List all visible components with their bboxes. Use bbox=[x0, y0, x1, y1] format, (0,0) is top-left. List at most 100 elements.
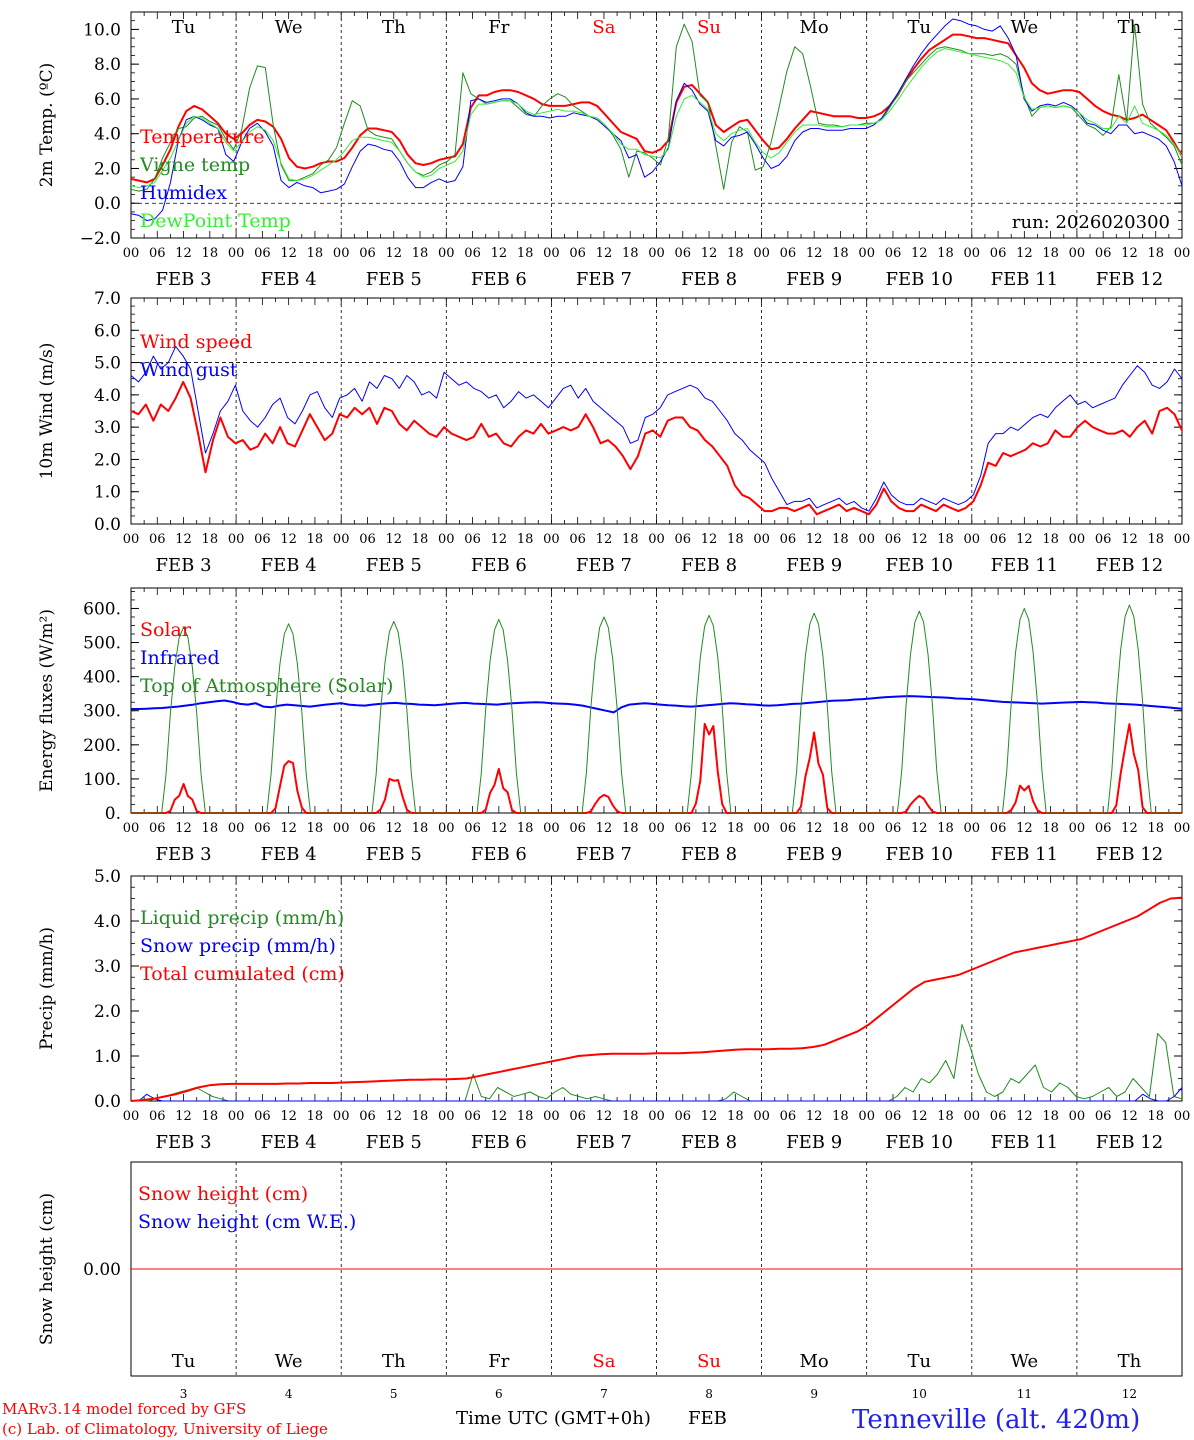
hour-label: 18 bbox=[202, 1109, 219, 1124]
hour-label: 06 bbox=[1095, 1109, 1112, 1124]
y-tick-label: 0.0 bbox=[94, 194, 121, 214]
date-label: FEB 4 bbox=[261, 269, 317, 290]
legend-entry: Snow height (cm W.E.) bbox=[138, 1211, 356, 1233]
hour-label: 12 bbox=[491, 532, 508, 547]
day-name: Sa bbox=[592, 17, 615, 38]
series-line-snow-precip-mm-h- bbox=[131, 1087, 1183, 1102]
series-line-top-of-atmosphere-solar- bbox=[131, 604, 1182, 814]
legend-entry: Wind gust bbox=[140, 359, 238, 381]
station-title: Tenneville (alt. 420m) bbox=[852, 1405, 1140, 1435]
date-label: FEB 10 bbox=[886, 555, 953, 576]
date-label: FEB 11 bbox=[991, 555, 1058, 576]
legend-entry: Total cumulated (cm) bbox=[140, 963, 345, 985]
hour-label: 00 bbox=[543, 821, 560, 836]
hour-label: 06 bbox=[990, 821, 1007, 836]
date-label: FEB 3 bbox=[156, 1132, 212, 1153]
hour-label: 18 bbox=[412, 246, 429, 261]
date-label: FEB 8 bbox=[681, 844, 737, 865]
hour-label: 12 bbox=[175, 532, 192, 547]
hour-label: 18 bbox=[727, 1109, 744, 1124]
hour-label: 06 bbox=[885, 1109, 902, 1124]
hour-label: 06 bbox=[780, 821, 797, 836]
legend-entry: Infrared bbox=[140, 647, 220, 669]
hour-label: 00 bbox=[964, 246, 981, 261]
y-tick-label: 4.0 bbox=[94, 912, 121, 932]
date-label: FEB 10 bbox=[886, 844, 953, 865]
date-label: FEB 11 bbox=[991, 844, 1058, 865]
hour-label: 00 bbox=[1069, 246, 1086, 261]
hour-label: 00 bbox=[1174, 532, 1191, 547]
hour-label: 18 bbox=[412, 532, 429, 547]
date-label: FEB 5 bbox=[366, 555, 422, 576]
date-label: FEB 5 bbox=[366, 269, 422, 290]
hour-label: 00 bbox=[123, 532, 140, 547]
day-number: 8 bbox=[705, 1387, 713, 1401]
hour-label: 00 bbox=[123, 1109, 140, 1124]
day-name: Th bbox=[1118, 1351, 1142, 1372]
y-tick-label: 6.0 bbox=[94, 90, 121, 110]
hour-label: 00 bbox=[333, 821, 350, 836]
day-name: Tu bbox=[172, 17, 196, 38]
hour-label: 06 bbox=[254, 821, 271, 836]
hour-label: 06 bbox=[254, 532, 271, 547]
y-tick-label: 300. bbox=[83, 702, 121, 722]
hour-label: 18 bbox=[412, 821, 429, 836]
hour-label: 12 bbox=[596, 1109, 613, 1124]
hour-label: 12 bbox=[175, 246, 192, 261]
series-group bbox=[131, 604, 1183, 814]
hour-label: 18 bbox=[1042, 821, 1059, 836]
hour-label: 18 bbox=[1147, 532, 1164, 547]
hour-label: 12 bbox=[491, 246, 508, 261]
day-number: 9 bbox=[810, 1387, 818, 1401]
hour-label: 12 bbox=[385, 821, 402, 836]
day-name: Fr bbox=[488, 1351, 509, 1372]
hour-label: 06 bbox=[569, 246, 586, 261]
hour-label: 00 bbox=[964, 532, 981, 547]
hour-label: 18 bbox=[937, 1109, 954, 1124]
hour-label: 12 bbox=[596, 246, 613, 261]
date-label: FEB 8 bbox=[681, 1132, 737, 1153]
day-name: We bbox=[1011, 17, 1039, 38]
hour-label: 00 bbox=[1174, 821, 1191, 836]
footer-month: FEB bbox=[688, 1408, 727, 1429]
date-label: FEB 10 bbox=[886, 269, 953, 290]
y-tick-label: 0.0 bbox=[94, 1092, 121, 1112]
y-tick-label: 2.0 bbox=[94, 1002, 121, 1022]
hour-label: 18 bbox=[727, 532, 744, 547]
hour-label: 12 bbox=[701, 821, 718, 836]
hour-label: 18 bbox=[1042, 532, 1059, 547]
plot-frame bbox=[130, 587, 1183, 814]
hour-label: 00 bbox=[648, 1109, 665, 1124]
hour-label: 18 bbox=[1042, 246, 1059, 261]
hour-label: 06 bbox=[149, 821, 166, 836]
date-label: FEB 8 bbox=[681, 555, 737, 576]
hour-label: 18 bbox=[517, 821, 534, 836]
hour-label: 12 bbox=[175, 1109, 192, 1124]
hour-label: 06 bbox=[990, 532, 1007, 547]
hour-label: 00 bbox=[333, 532, 350, 547]
hour-label: 18 bbox=[1147, 821, 1164, 836]
day-number: 4 bbox=[285, 1387, 293, 1401]
date-label: FEB 12 bbox=[1096, 555, 1163, 576]
hour-label: 06 bbox=[149, 532, 166, 547]
hour-label: 12 bbox=[911, 821, 928, 836]
series-group bbox=[130, 18, 1183, 222]
hour-label: 18 bbox=[307, 532, 324, 547]
hour-label: 00 bbox=[753, 532, 770, 547]
hour-label: 12 bbox=[385, 1109, 402, 1124]
series-line-vigne-temp bbox=[130, 23, 1183, 192]
hour-label: 12 bbox=[911, 532, 928, 547]
hour-label: 12 bbox=[1121, 532, 1138, 547]
hour-label: 12 bbox=[911, 246, 928, 261]
hour-label: 12 bbox=[1016, 532, 1033, 547]
legend-entry: Temperature bbox=[140, 126, 264, 148]
day-name: Sa bbox=[592, 1351, 615, 1372]
day-name: Fr bbox=[488, 17, 509, 38]
hour-label: 06 bbox=[1095, 532, 1112, 547]
day-name: Su bbox=[697, 17, 721, 38]
date-label: FEB 7 bbox=[576, 269, 632, 290]
hour-label: 18 bbox=[937, 532, 954, 547]
y-axis-label: Precip (mm/h) bbox=[37, 927, 57, 1050]
hour-label: 00 bbox=[123, 246, 140, 261]
series-line-wind-speed bbox=[130, 380, 1183, 516]
